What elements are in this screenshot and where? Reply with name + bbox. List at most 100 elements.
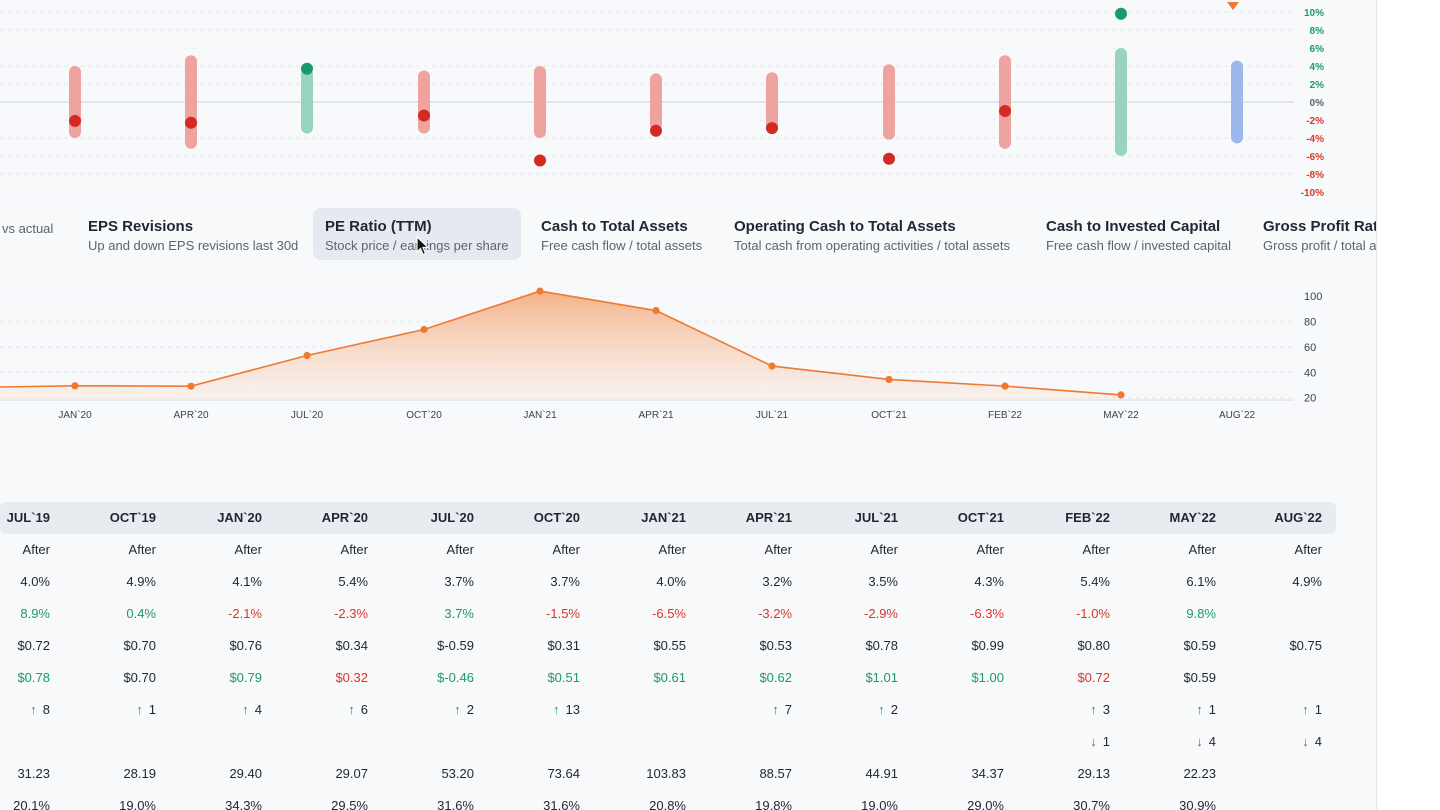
table-cell: After [658,542,686,557]
y-tick-label: 4% [1310,62,1325,73]
table-cell: 19.0% [119,798,156,810]
pe-point [652,306,660,315]
revision-dot [650,124,662,137]
revision-count: 4 [254,702,262,717]
table-cell: ↑ 1 [1242,694,1322,726]
metric-title: PE Ratio (TTM) [325,218,432,235]
column-header[interactable]: APR`20 [321,510,368,525]
table-cell: $0.75 [1289,638,1322,653]
table-cell: $0.34 [335,638,368,653]
metric-tab-cash-to-invested-capital[interactable]: Cash to Invested Capital Free cash flow … [1034,208,1243,260]
pe-point [885,375,893,384]
revision-dot [883,152,895,165]
table-cell: $0.59 [1183,670,1216,685]
table-cell: $0.51 [547,670,580,685]
column-header[interactable]: APR`21 [745,510,792,525]
y-tick-label: 0% [1310,98,1325,109]
metric-tab-eps-revisions[interactable]: EPS Revisions Up and down EPS revisions … [76,208,310,260]
metric-tab-eps-surprise[interactable]: vs actual [0,208,65,260]
arrow-up-icon: ↑ [772,702,779,717]
table-cell: $0.70 [123,638,156,653]
table-cell: ↑ 3 [1030,694,1110,726]
revision-range-bar [766,72,778,132]
x-tick-label: OCT`21 [871,409,907,421]
table-row: 8.9% 0.4% -2.1% -2.3% 3.7% -1.5% -6.5% -3.2% -2.… [0,598,1336,630]
metric-tab-gross-profit-ratio[interactable]: Gross Profit Ratio Gross profit / total … [1251,208,1376,260]
metric-tab-operating-cash[interactable]: Operating Cash to Total Assets Total cas… [722,208,1022,260]
table-cell: -3.2% [758,606,792,621]
column-header[interactable]: JUL`21 [854,510,898,525]
column-header[interactable]: JUL`20 [430,510,474,525]
x-tick-label: FEB`22 [988,409,1022,421]
mouse-cursor-icon [416,236,430,256]
column-header[interactable]: AUG`22 [1274,510,1322,525]
column-header[interactable]: OCT`21 [957,510,1004,525]
table-cell: After [1294,542,1322,557]
table-cell: 31.6% [543,798,580,810]
column-header[interactable]: JAN`20 [217,510,262,525]
right-side-panel [1376,0,1440,810]
table-cell: 19.0% [861,798,898,810]
revision-dot [999,105,1011,117]
table-cell: -1.0% [1076,606,1110,621]
table-cell: $1.01 [865,670,898,685]
table-cell: 5.4% [1080,574,1110,589]
revision-count: 1 [148,702,156,717]
metric-title: Cash to Total Assets [541,218,688,235]
revision-range-bar [1231,60,1243,144]
y-tick-label: 20 [1304,393,1316,405]
arrow-down-icon: ↓ [1302,734,1309,749]
arrow-down-icon: ↓ [1090,734,1097,749]
metric-subtitle: vs actual [2,221,54,236]
revision-range-bar [185,55,197,149]
table-cell: 34.37 [971,766,1004,781]
revision-range-bar [418,70,430,134]
arrow-up-icon: ↑ [553,702,560,717]
metric-subtitle: Up and down EPS revisions last 30d [88,238,299,253]
table-cell: 4.9% [126,574,156,589]
table-cell: After [1082,542,1110,557]
table-cell: 4.3% [974,574,1004,589]
table-cell: $0.32 [335,670,368,685]
metric-title: EPS Revisions [88,218,194,235]
eps-revisions-chart: 10% 8% 6% 4% 2% 0% -2% -4% -6% -8% -10% [0,2,1325,199]
pe-point [1001,382,1009,390]
revision-range-bar [69,66,81,138]
table-cell: 0.4% [126,606,156,621]
table-cell: After [128,542,156,557]
column-header[interactable]: FEB`22 [1065,510,1110,525]
table-cell: $0.55 [653,638,686,653]
table-cell: 53.20 [441,766,474,781]
x-tick-label: JAN`20 [58,409,92,421]
arrow-up-icon: ↑ [1196,702,1203,717]
pe-point [536,287,544,295]
column-header[interactable]: JAN`21 [641,510,686,525]
revision-count: 6 [360,702,368,717]
main-content: 10% 8% 6% 4% 2% 0% -2% -4% -6% -8% -10% vs actual … [0,2,1376,810]
column-header[interactable]: JUL`19 [6,510,50,525]
pe-area [0,291,1121,400]
table-cell: 103.83 [646,766,686,781]
revision-count: 1 [1208,702,1216,717]
data-table: JUL`19 OCT`19 JAN`20 APR`20 JUL`20 OCT`20 JAN`… [0,502,1336,810]
table-cell: $0.99 [971,638,1004,653]
table-cell: 3.7% [550,574,580,589]
pointer-triangle-icon [1227,2,1239,10]
revision-count: 2 [466,702,474,717]
revision-range-bar [301,68,313,134]
column-header[interactable]: OCT`20 [533,510,580,525]
table-cell: 29.13 [1077,766,1110,781]
revision-count: 1 [1102,734,1110,749]
table-cell: After [234,542,262,557]
table-row: ↓ 1 ↓ 4 ↓ 4 [0,726,1336,758]
column-header[interactable]: OCT`19 [109,510,156,525]
metric-tab-cash-to-total-assets[interactable]: Cash to Total Assets Free cash flow / to… [529,208,714,260]
revision-range-bar [883,64,895,140]
table-cell: 6.1% [1186,574,1216,589]
table-cell: After [552,542,580,557]
table-body: After After After After After After After After… [0,534,1336,810]
column-header[interactable]: MAY`22 [1169,510,1216,525]
revision-count: 13 [565,702,580,717]
revision-count: 4 [1314,734,1322,749]
metric-subtitle: Free cash flow / total assets [541,238,703,253]
